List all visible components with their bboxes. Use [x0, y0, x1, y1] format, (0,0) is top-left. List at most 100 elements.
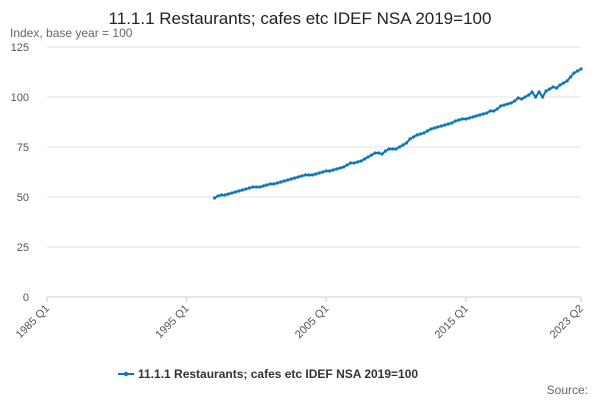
point — [268, 182, 272, 186]
point — [394, 147, 398, 151]
point — [506, 102, 510, 106]
point — [296, 175, 300, 179]
point — [230, 191, 234, 195]
point — [513, 99, 517, 103]
point — [436, 125, 440, 129]
point — [565, 79, 569, 83]
point — [338, 166, 342, 170]
legend-label: 11.1.1 Restaurants; cafes etc IDEF NSA 2… — [138, 367, 418, 381]
point — [422, 131, 426, 135]
point — [376, 151, 381, 155]
point — [415, 133, 419, 137]
point — [471, 115, 475, 119]
point — [575, 69, 580, 73]
point — [558, 83, 562, 87]
point — [460, 117, 464, 121]
point — [516, 96, 520, 100]
point — [572, 71, 576, 75]
x-tick-label: 2005 Q1 — [293, 303, 331, 341]
point — [534, 95, 538, 99]
point — [541, 95, 545, 99]
point — [425, 129, 430, 133]
point — [321, 170, 325, 174]
point — [265, 183, 269, 187]
point — [551, 85, 555, 89]
point — [432, 126, 437, 130]
point — [223, 193, 227, 197]
point — [233, 190, 238, 194]
point — [509, 101, 513, 105]
point — [342, 165, 346, 169]
point — [523, 95, 527, 99]
line — [214, 68, 582, 199]
x-tick-label: 1985 Q1 — [14, 303, 52, 341]
point — [579, 67, 583, 71]
point — [443, 123, 447, 127]
point — [380, 152, 384, 156]
point — [345, 163, 349, 167]
point — [390, 147, 395, 151]
point — [474, 114, 478, 118]
y-tick-label: 50 — [17, 192, 29, 204]
chart-title: 11.1.1 Restaurants; cafes etc IDEF NSA 2… — [109, 9, 492, 28]
point — [275, 181, 279, 185]
point — [373, 151, 377, 155]
point — [485, 111, 489, 115]
point — [324, 169, 328, 173]
point — [212, 196, 217, 200]
y-tick-label: 75 — [17, 142, 29, 154]
point — [408, 137, 412, 141]
point — [492, 109, 496, 113]
point — [369, 153, 374, 157]
point — [282, 179, 286, 183]
y-tick-label: 25 — [17, 242, 29, 254]
point — [216, 194, 220, 198]
point — [310, 173, 314, 177]
point — [258, 185, 262, 189]
point — [251, 185, 255, 189]
point — [359, 159, 363, 163]
point — [495, 107, 499, 111]
y-axis-label: Index, base year = 100 — [10, 26, 133, 40]
point — [537, 90, 541, 94]
point — [240, 188, 245, 192]
point — [411, 135, 416, 139]
point — [530, 90, 534, 94]
source: Source: — [547, 383, 588, 397]
point — [457, 118, 461, 122]
point — [446, 122, 450, 126]
point — [244, 187, 248, 191]
x-tick-label: 1995 Q1 — [153, 303, 191, 341]
point — [478, 113, 482, 117]
point — [453, 119, 457, 123]
point — [527, 93, 531, 97]
y-tick-label: 0 — [23, 292, 29, 304]
point — [499, 104, 503, 108]
point — [404, 141, 409, 145]
point — [317, 171, 321, 175]
point — [464, 117, 468, 121]
point — [547, 87, 552, 91]
point — [254, 185, 259, 189]
point — [219, 193, 224, 197]
point — [397, 145, 402, 149]
point — [303, 173, 307, 177]
point — [366, 155, 370, 159]
point — [272, 182, 276, 186]
legend-marker — [123, 371, 129, 377]
point — [286, 178, 290, 182]
point — [488, 109, 492, 113]
x-tick-label: 2015 Q1 — [433, 303, 471, 341]
point — [356, 160, 360, 164]
point — [418, 132, 423, 136]
y-tick-label: 125 — [11, 42, 29, 54]
point — [237, 189, 241, 193]
point — [279, 180, 283, 184]
point — [520, 97, 524, 101]
point — [561, 81, 566, 85]
point — [383, 149, 388, 153]
point — [401, 143, 405, 147]
point — [331, 168, 335, 172]
point — [293, 176, 297, 180]
